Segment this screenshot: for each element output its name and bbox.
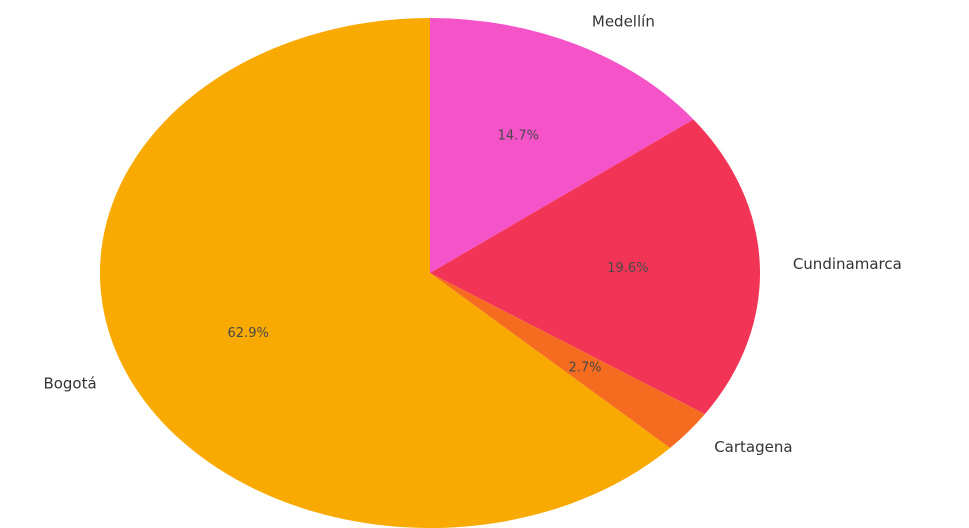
pie-slice-bogota [99,18,671,528]
pie-slice-cartagena [430,273,705,448]
pie-category-label-cundinamarca: Cundinamarca [793,255,902,273]
pie-slice-medellin [430,18,694,273]
pie-category-label-cartagena: Cartagena [714,438,792,456]
pie-percent-label-cartagena: 2.7% [569,361,602,376]
pie-category-label-medellin: Medellín [592,12,655,30]
pie-percent-labels: 14.7% 19.6% 2.7% 62.9% [228,129,649,376]
pie-slices [99,18,760,528]
pie-category-label-bogota: Bogotá [43,375,96,393]
pie-slice-cundinamarca [430,119,760,415]
pie-percent-label-bogota: 62.9% [228,326,269,341]
pie-percent-label-medellin: 14.7% [498,129,539,144]
pie-category-labels: Medellín Cundinamarca Cartagena Bogotá [43,12,901,456]
pie-percent-label-cundinamarca: 19.6% [607,261,648,276]
